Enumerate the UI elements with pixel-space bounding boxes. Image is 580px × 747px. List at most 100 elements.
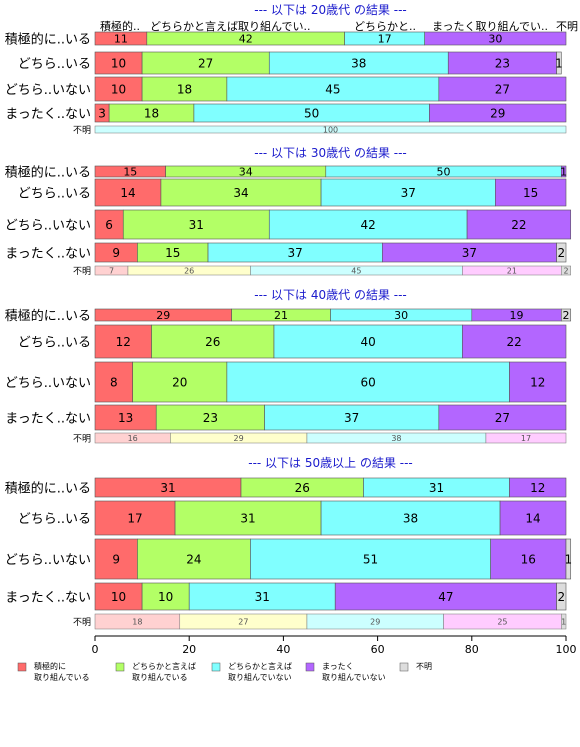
data-label: 14 — [120, 186, 135, 200]
data-label: 2 — [557, 590, 565, 604]
row-label: 積極的に..いる — [5, 32, 91, 48]
bar-segment — [438, 404, 567, 431]
data-label: 10 — [111, 590, 126, 604]
data-label: 7 — [109, 267, 114, 276]
row-label: 不明 — [73, 434, 91, 445]
legend-swatch — [399, 662, 409, 672]
panel-title: --- 以下は 40歳代 の結果 --- — [254, 288, 407, 302]
bar-segment — [188, 582, 336, 611]
data-label: 13 — [118, 411, 133, 425]
data-label: 40 — [361, 335, 376, 349]
data-label: 26 — [295, 481, 310, 495]
legend-label: 取り組んでいる — [34, 672, 90, 682]
data-label: 1 — [560, 166, 567, 179]
row-label: どちら..いる — [18, 336, 91, 351]
bar-segment — [556, 582, 567, 611]
data-label: 31 — [189, 218, 204, 232]
bar-segment — [137, 538, 251, 580]
data-label: 10 — [158, 590, 173, 604]
row-label: どちら..いない — [5, 553, 91, 568]
data-label: 9 — [112, 246, 120, 260]
data-label: 37 — [344, 411, 359, 425]
bar-segment — [273, 324, 463, 359]
bar-segment — [94, 76, 143, 102]
data-label: 2 — [557, 246, 565, 260]
data-label: 30 — [394, 309, 408, 322]
data-label: 3 — [98, 107, 106, 121]
row-label: どちら..いない — [5, 219, 91, 234]
bar-segment — [424, 31, 567, 46]
bar-segment — [151, 324, 275, 359]
x-tick-label: 0 — [92, 643, 99, 656]
data-label: 24 — [186, 553, 201, 567]
data-label: 27 — [495, 411, 510, 425]
data-label: 29 — [370, 618, 380, 627]
data-label: 100 — [323, 126, 338, 135]
bar-segment — [561, 265, 571, 276]
row-label: まったく..ない — [5, 107, 91, 122]
data-label: 31 — [160, 481, 175, 495]
bar-segment — [509, 477, 567, 498]
x-tick-label: 20 — [182, 643, 196, 656]
row-label: 積極的に..いる — [5, 165, 91, 181]
data-label: 37 — [462, 246, 477, 260]
row-label: 不明 — [73, 125, 91, 136]
data-label: 26 — [205, 335, 220, 349]
row-label: どちら..いない — [5, 83, 91, 98]
bar-segment — [334, 582, 557, 611]
legend-swatch — [211, 662, 221, 672]
header-label: 積極的.. — [100, 19, 140, 33]
data-label: 38 — [391, 434, 401, 443]
x-tick-label: 100 — [556, 643, 577, 656]
data-label: 60 — [361, 376, 376, 390]
legend-label: 取り組んでいない — [322, 672, 386, 682]
bar-segment — [250, 538, 491, 580]
data-label: 15 — [165, 246, 180, 260]
data-label: 17 — [521, 434, 531, 443]
bar-segment — [94, 404, 157, 431]
data-label: 12 — [530, 376, 545, 390]
bar-segment — [264, 404, 440, 431]
bar-segment — [560, 308, 572, 322]
bar-segment — [155, 404, 265, 431]
data-label: 11 — [114, 33, 128, 46]
bar-segment — [485, 432, 567, 444]
data-label: 21 — [507, 267, 517, 276]
panel-title: --- 以下は 50歳以上 の結果 --- — [248, 456, 413, 470]
data-label: 31 — [240, 512, 255, 526]
bar-segment — [462, 324, 567, 359]
bar-segment — [495, 178, 567, 207]
data-label: 10 — [111, 57, 126, 71]
bar-segment — [320, 500, 501, 536]
legend-label: 積極的に — [34, 661, 66, 671]
data-label: 27 — [238, 618, 248, 627]
row-label: どちら..いる — [18, 57, 91, 72]
bar-segment — [132, 361, 228, 403]
bar-segment — [429, 103, 567, 123]
bar-segment — [320, 178, 496, 207]
bar-segment — [438, 76, 567, 102]
data-label: 15 — [123, 166, 137, 179]
row-label: どちら..いる — [18, 187, 91, 202]
bar-segment — [94, 500, 176, 536]
data-label: 1 — [555, 57, 563, 71]
data-label: 6 — [105, 218, 113, 232]
data-label: 29 — [490, 107, 505, 121]
bar-segment — [141, 582, 190, 611]
x-tick-label: 40 — [276, 643, 290, 656]
data-label: 8 — [110, 376, 118, 390]
legend-label: 取り組んでいない — [228, 672, 292, 682]
data-label: 34 — [233, 186, 248, 200]
row-label: 不明 — [73, 617, 91, 628]
data-label: 19 — [510, 309, 524, 322]
data-label: 18 — [177, 83, 192, 97]
data-label: 50 — [437, 166, 451, 179]
bar-segment — [94, 324, 152, 359]
data-label: 31 — [429, 481, 444, 495]
header-label: 不明 — [556, 20, 578, 33]
data-label: 50 — [304, 107, 319, 121]
legend-label: まったく — [322, 662, 354, 671]
data-label: 38 — [403, 512, 418, 526]
data-label: 23 — [495, 57, 510, 71]
